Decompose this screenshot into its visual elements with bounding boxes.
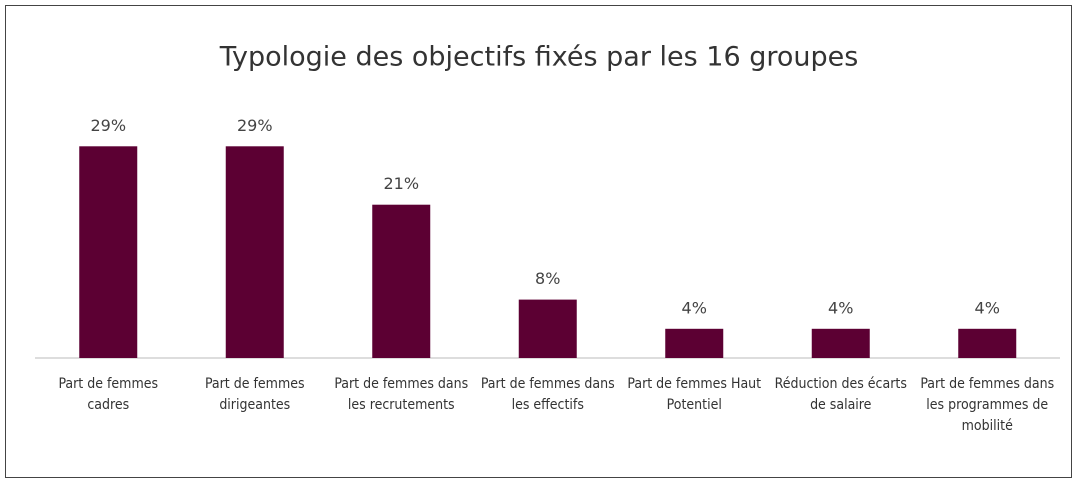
- bar: [79, 146, 138, 358]
- x-tick-label: Part de femmes dans les effectifs: [480, 376, 615, 413]
- x-tick-label: Part de femmes Haut Potentiel: [627, 376, 762, 413]
- bar: [518, 299, 577, 358]
- value-label: 8%: [535, 269, 560, 288]
- x-tick-label: Part de femmes dans les programmes de mo…: [920, 376, 1055, 434]
- chart-title: Typologie des objectifs fixés par les 16…: [219, 42, 859, 73]
- chart-border: [5, 5, 1072, 478]
- value-label: 29%: [237, 116, 273, 135]
- x-tick-label: Réduction des écarts de salaire: [774, 376, 907, 413]
- value-label: 4%: [828, 298, 853, 317]
- bar: [225, 146, 284, 358]
- x-tick-label: Part de femmes dirigeantes: [204, 376, 305, 413]
- value-label: 4%: [975, 298, 1000, 317]
- x-tick-label: Part de femmes dans les recrutements: [334, 376, 469, 413]
- bar: [372, 204, 431, 358]
- bar: [665, 328, 724, 358]
- value-label: 29%: [90, 116, 126, 135]
- value-label: 4%: [682, 298, 707, 317]
- bar: [811, 328, 870, 358]
- x-tick-label: Part de femmes cadres: [58, 376, 159, 413]
- bar: [958, 328, 1017, 358]
- value-label: 21%: [383, 174, 419, 193]
